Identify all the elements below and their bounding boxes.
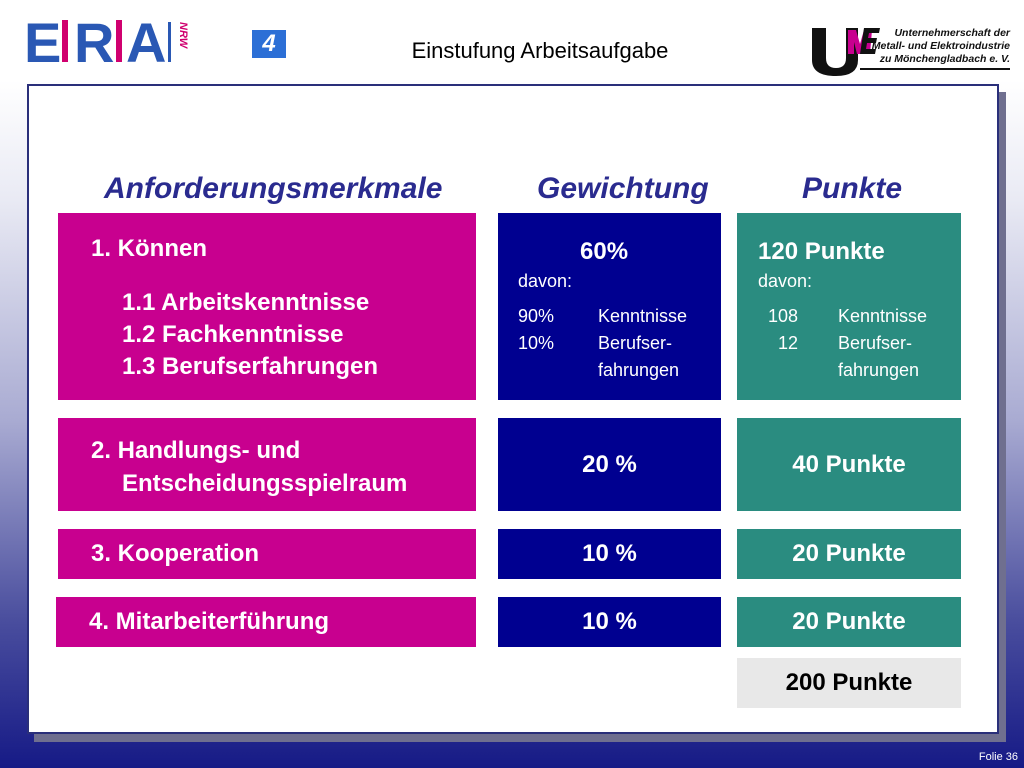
era-nrw-logo: E R A NRW xyxy=(24,11,189,72)
heading-punkte: Punkte xyxy=(802,172,903,205)
row-1-gewichtung-box: 60% davon: 90% 10% Kenntnisse Berufser- … xyxy=(498,213,721,400)
ume-logo xyxy=(812,28,1010,76)
row-1-gewichtung-davon: davon: xyxy=(518,271,573,291)
row-2-merkmal-box: 2. Handlungs- und Entscheidungsspielraum xyxy=(58,418,476,511)
row-1-gewichtung: 60% xyxy=(580,238,629,265)
slide-footer: Folie 36 xyxy=(978,751,1018,763)
row-3-merkmal: 3. Kooperation xyxy=(58,529,476,579)
punkte-value-berufserfahrungen: 12 xyxy=(777,333,798,353)
subitem-arbeitskenntnisse: 1.1 Arbeitskenntnisse xyxy=(122,289,370,316)
subitem-berufserfahrungen: 1.3 Berufserfahrungen xyxy=(122,353,379,380)
punkte-label-berufser: Berufser- xyxy=(838,333,913,353)
slide-number-badge: 4 xyxy=(252,30,286,58)
row-2-merkmal-line-2: Entscheidungsspielraum xyxy=(122,470,408,497)
row-1-gewichtung-labels: Kenntnisse Berufser- fahrungen xyxy=(598,303,687,384)
row-1-punkte-labels: Kenntnisse Berufser- fahrungen xyxy=(838,303,927,384)
row-1-punkte-box: 120 Punkte davon: 108 12 Kenntnisse Beru… xyxy=(737,213,961,400)
era-logo-letter-r: R xyxy=(74,11,114,72)
gewichtung-label-fahrungen: fahrungen xyxy=(598,360,680,380)
row-1-gewichtung-values: 90% 10% xyxy=(518,303,554,357)
gewichtung-value-kenntnisse: 90% xyxy=(518,306,555,326)
row-3-gewichtung: 10 % xyxy=(498,529,721,579)
era-logo-letter-e: E xyxy=(24,11,61,72)
row-1-punkte-values: 108 12 xyxy=(758,303,798,357)
punkte-value-kenntnisse: 108 xyxy=(767,306,798,326)
punkte-label-kenntnisse: Kenntnisse xyxy=(838,306,928,326)
row-1-merkmal: 1. Können xyxy=(91,235,208,262)
row-2-merkmal: 2. Handlungs- und Entscheidungsspielraum xyxy=(91,434,407,500)
row-2-punkte: 40 Punkte xyxy=(737,418,961,511)
row-1-merkmal-box: 1. Können 1.1 Arbeitskenntnisse 1.2 Fach… xyxy=(58,213,476,400)
row-2-gewichtung: 20 % xyxy=(498,418,721,511)
row-3-punkte: 20 Punkte xyxy=(737,529,961,579)
era-logo-suffix: NRW xyxy=(177,22,189,50)
gewichtung-label-berufser: Berufser- xyxy=(598,333,673,353)
ume-logo-text: Unternehmerschaft der Metall- und Elektr… xyxy=(862,27,1010,66)
heading-gewichtung: Gewichtung xyxy=(537,172,709,205)
row-4-punkte: 20 Punkte xyxy=(737,597,961,647)
slide-title: Einstufung Arbeitsaufgabe xyxy=(411,38,669,63)
row-1-subitems: 1.1 Arbeitskenntnisse 1.2 Fachkenntnisse… xyxy=(122,287,378,383)
heading-anforderungsmerkmale: Anforderungsmerkmale xyxy=(104,172,443,205)
row-1-punkte: 120 Punkte xyxy=(758,238,885,265)
ume-line-3: zu Mönchengladbach e. V. xyxy=(879,53,1010,65)
row-1-punkte-davon: davon: xyxy=(758,271,813,291)
gewichtung-label-kenntnisse: Kenntnisse xyxy=(598,306,688,326)
total-punkte: 200 Punkte xyxy=(737,658,961,708)
era-logo-letter-a: A xyxy=(126,11,166,72)
row-4-gewichtung: 10 % xyxy=(498,597,721,647)
row-2-merkmal-line-1: 2. Handlungs- und xyxy=(91,437,301,464)
row-4-merkmal: 4. Mitarbeiterführung xyxy=(56,597,476,647)
subitem-fachkenntnisse: 1.2 Fachkenntnisse xyxy=(122,321,344,348)
gewichtung-value-berufserfahrungen: 10% xyxy=(518,333,555,353)
ume-line-2: Metall- und Elektroindustrie xyxy=(871,40,1010,52)
punkte-label-fahrungen: fahrungen xyxy=(838,360,920,380)
ume-line-1: Unternehmerschaft der xyxy=(894,27,1010,39)
